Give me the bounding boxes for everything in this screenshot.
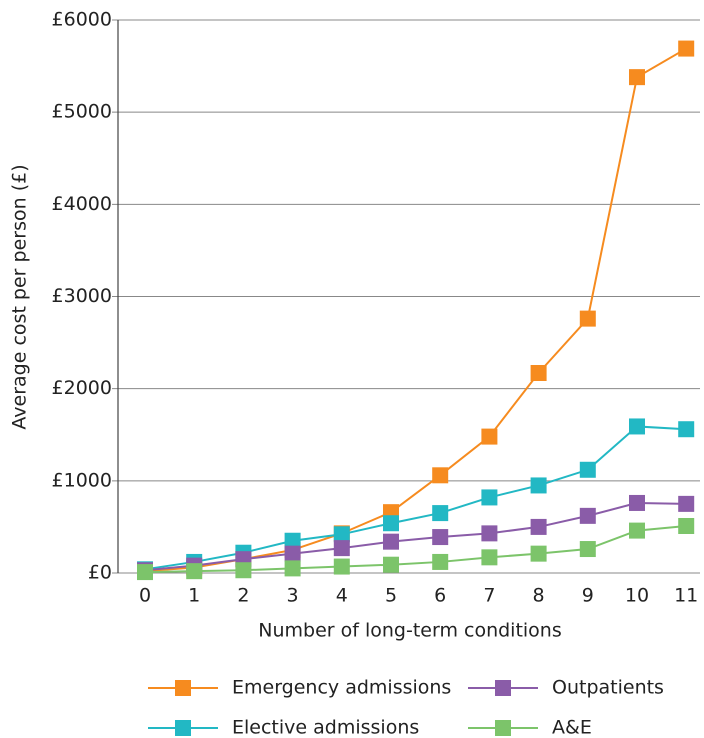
x-tick-label: 8 <box>533 585 545 607</box>
legend-marker <box>495 680 511 696</box>
legend-label: Outpatients <box>552 677 664 699</box>
marker <box>579 541 596 558</box>
series-line <box>144 425 687 571</box>
y-tick-label: £4000 <box>52 193 112 215</box>
x-tick-label: 9 <box>582 585 594 607</box>
marker <box>579 507 596 524</box>
x-tick-label: 6 <box>434 585 446 607</box>
legend-label: A&E <box>552 717 592 738</box>
legend-marker <box>175 680 191 696</box>
x-tick-label: 2 <box>237 585 249 607</box>
marker <box>284 532 301 549</box>
marker <box>383 556 399 573</box>
marker <box>432 467 449 484</box>
x-tick-label: 11 <box>674 585 698 607</box>
marker <box>137 564 153 581</box>
x-tick-label: 7 <box>483 585 495 607</box>
marker <box>629 522 645 539</box>
y-tick-label: £3000 <box>52 285 112 307</box>
y-tick-label: £6000 <box>52 9 112 31</box>
marker <box>333 558 350 575</box>
series-line <box>144 501 687 572</box>
y-axis-label: Average cost per person (£) <box>9 164 31 429</box>
marker <box>629 494 645 511</box>
x-tick-label: 10 <box>625 585 649 607</box>
marker <box>530 477 547 494</box>
x-tick-label: 5 <box>385 585 397 607</box>
marker <box>481 525 498 542</box>
marker <box>629 418 645 435</box>
marker <box>629 69 645 86</box>
y-tick-label: £5000 <box>52 101 112 123</box>
marker <box>432 553 449 570</box>
series-line <box>144 524 687 574</box>
marker <box>579 310 596 327</box>
marker <box>186 563 203 580</box>
marker <box>678 517 695 534</box>
legend-label: Elective admissions <box>232 717 419 738</box>
legend-label: Emergency admissions <box>232 677 451 699</box>
y-tick-label: £1000 <box>52 469 112 491</box>
marker <box>481 489 498 506</box>
x-tick-label: 3 <box>287 585 299 607</box>
x-axis-label: Number of long-term conditions <box>258 620 562 642</box>
marker <box>530 364 547 381</box>
x-tick-label: 1 <box>188 585 200 607</box>
marker <box>530 545 547 562</box>
marker <box>432 529 449 546</box>
marker <box>383 533 399 550</box>
y-tick-label: £0 <box>88 562 112 584</box>
x-tick-label: 0 <box>139 585 151 607</box>
series-line <box>144 47 687 573</box>
y-tick-label: £2000 <box>52 377 112 399</box>
marker <box>579 461 596 478</box>
marker <box>383 515 399 532</box>
marker <box>333 526 350 543</box>
marker <box>678 421 695 438</box>
marker <box>481 428 498 445</box>
marker <box>530 518 547 535</box>
x-tick-label: 4 <box>336 585 348 607</box>
legend-marker <box>495 720 511 736</box>
marker <box>481 549 498 566</box>
marker <box>678 40 695 57</box>
legend-marker <box>175 720 191 736</box>
marker <box>333 540 350 557</box>
marker <box>678 495 695 512</box>
marker <box>235 562 252 579</box>
marker <box>284 545 301 562</box>
marker <box>432 505 449 522</box>
marker <box>284 560 301 577</box>
